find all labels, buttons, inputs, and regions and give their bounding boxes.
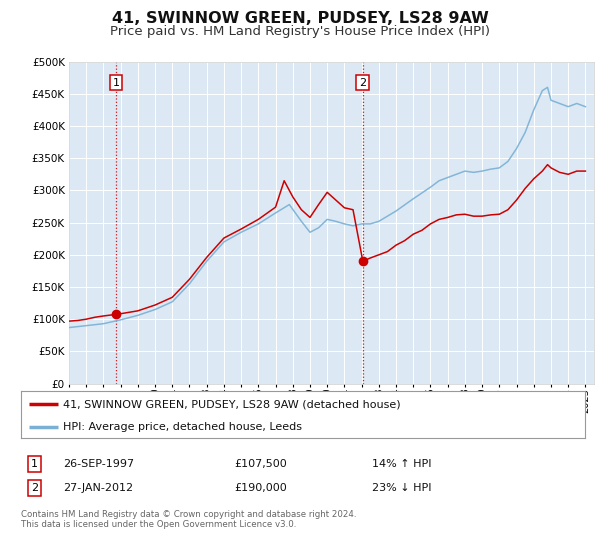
Text: 41, SWINNOW GREEN, PUDSEY, LS28 9AW (detached house): 41, SWINNOW GREEN, PUDSEY, LS28 9AW (det… bbox=[64, 399, 401, 409]
Text: Contains HM Land Registry data © Crown copyright and database right 2024.
This d: Contains HM Land Registry data © Crown c… bbox=[21, 510, 356, 529]
Text: Price paid vs. HM Land Registry's House Price Index (HPI): Price paid vs. HM Land Registry's House … bbox=[110, 25, 490, 38]
Text: 23% ↓ HPI: 23% ↓ HPI bbox=[372, 483, 431, 493]
Text: 1: 1 bbox=[112, 77, 119, 87]
Text: HPI: Average price, detached house, Leeds: HPI: Average price, detached house, Leed… bbox=[64, 422, 302, 432]
Text: 14% ↑ HPI: 14% ↑ HPI bbox=[372, 459, 431, 469]
Text: 1: 1 bbox=[31, 459, 38, 469]
Text: £107,500: £107,500 bbox=[234, 459, 287, 469]
Text: 2: 2 bbox=[359, 77, 367, 87]
Text: £190,000: £190,000 bbox=[234, 483, 287, 493]
Text: 27-JAN-2012: 27-JAN-2012 bbox=[63, 483, 133, 493]
Text: 2: 2 bbox=[31, 483, 38, 493]
Text: 41, SWINNOW GREEN, PUDSEY, LS28 9AW: 41, SWINNOW GREEN, PUDSEY, LS28 9AW bbox=[112, 11, 488, 26]
Text: 26-SEP-1997: 26-SEP-1997 bbox=[63, 459, 134, 469]
